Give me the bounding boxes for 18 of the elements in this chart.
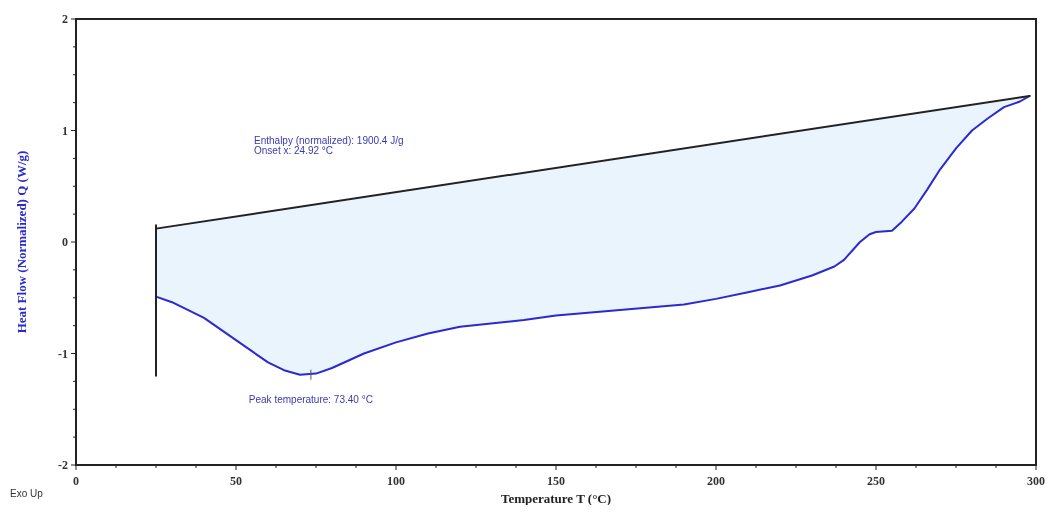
y-tick-label: 2 bbox=[62, 12, 68, 26]
x-tick-label: 150 bbox=[547, 474, 565, 488]
x-tick-label: 100 bbox=[387, 474, 405, 488]
y-tick-label: -1 bbox=[58, 346, 68, 361]
x-tick-label: 0 bbox=[73, 474, 79, 488]
y-axis-title: Heat Flow (Normalized) Q (W/g) bbox=[14, 150, 29, 334]
annotation: Enthalpy (normalized): 1900.4 J/g bbox=[254, 135, 404, 146]
y-tick-label: 0 bbox=[62, 235, 68, 249]
annotation: Peak temperature: 73.40 °C bbox=[248, 393, 373, 405]
text: Exo Up bbox=[10, 488, 44, 499]
y-tick-label: 1 bbox=[62, 123, 68, 138]
x-tick-label: 300 bbox=[1027, 474, 1045, 488]
x-tick-label: 250 bbox=[867, 474, 885, 488]
x-tick-label: 200 bbox=[707, 474, 725, 488]
annotation: Onset x: 24.92 °C bbox=[254, 145, 334, 156]
y-tick-label: -2 bbox=[58, 458, 68, 472]
x-tick-label: 50 bbox=[230, 474, 242, 488]
x-axis-title: Temperature T (°C) bbox=[500, 491, 612, 506]
